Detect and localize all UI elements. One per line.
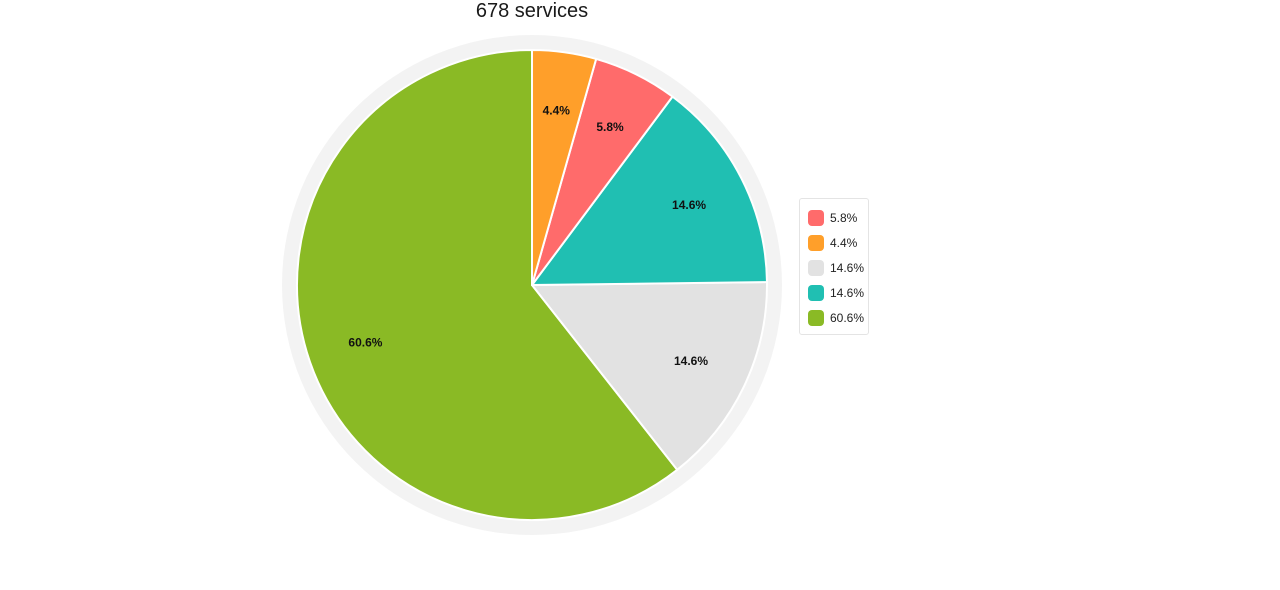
legend-item[interactable]: 60.6% (800, 305, 868, 330)
legend-swatch (808, 259, 824, 276)
legend-item[interactable]: 4.4% (800, 230, 868, 255)
legend-label: 14.6% (830, 285, 865, 300)
pie-labels: 60.6% 14.6% 14.6% 5.8% 4.4% (348, 103, 708, 368)
legend-label: 14.6% (830, 260, 865, 275)
legend-swatch (808, 309, 824, 326)
pie-slices (296, 49, 768, 521)
legend-label: 60.6% (830, 310, 865, 325)
legend-label: 5.8% (830, 210, 858, 225)
legend-item[interactable]: 14.6% (800, 255, 868, 280)
legend-item[interactable]: 14.6% (800, 280, 868, 305)
legend-swatch (808, 284, 824, 301)
slice-label: 14.6% (672, 198, 706, 212)
legend-swatch (808, 234, 824, 251)
slice-label: 4.4% (543, 103, 571, 117)
legend-item[interactable]: 5.8% (800, 205, 868, 230)
chart-legend: 5.8% 4.4% 14.6% 14.6% 60.6% (799, 198, 869, 335)
slice-label: 14.6% (674, 354, 708, 368)
legend-swatch (808, 209, 824, 226)
pie-slice[interactable] (296, 49, 679, 521)
pie-slice[interactable] (531, 95, 768, 286)
slice-label: 60.6% (348, 336, 382, 350)
chart-title: 678 services (475, 0, 589, 22)
pie-slice[interactable] (531, 49, 598, 286)
pie-slice[interactable] (531, 281, 768, 471)
slice-label: 5.8% (596, 120, 624, 134)
legend-label: 4.4% (830, 235, 858, 250)
